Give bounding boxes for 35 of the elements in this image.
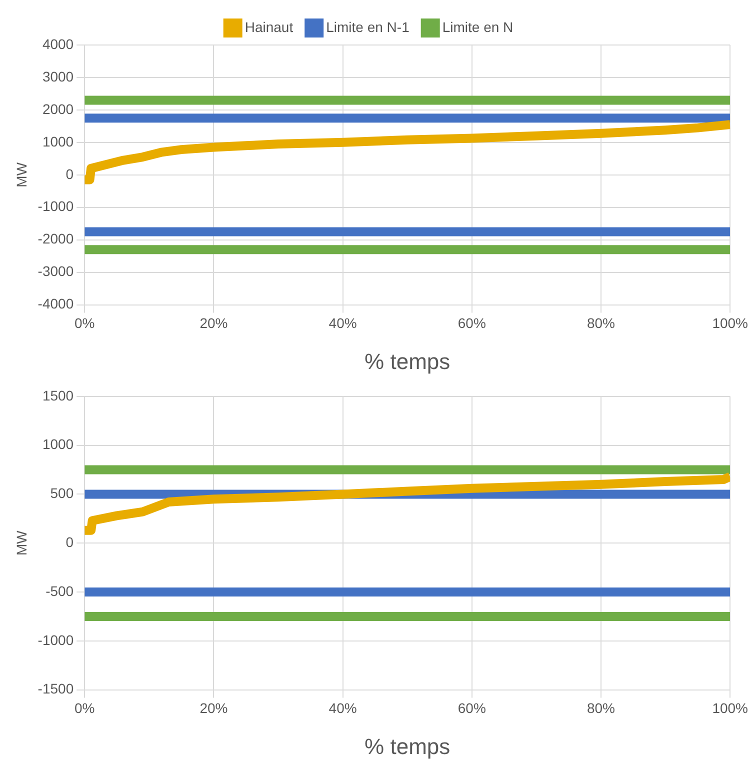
y-tick-label: 3000 <box>42 68 74 84</box>
y-tick-label: -1000 <box>38 632 74 648</box>
y-tick-label: 0 <box>66 166 74 182</box>
y-tick-label: -4000 <box>38 296 74 312</box>
y-tick-label: -1500 <box>38 680 74 697</box>
y-tick-label: 1000 <box>42 133 74 150</box>
x-tick-label: 20% <box>200 315 228 332</box>
y-axis-title: MW <box>13 162 30 188</box>
legend-label: Limite en N-1 <box>326 18 410 35</box>
legend-label: Hainaut <box>244 18 294 35</box>
x-tick-label: 80% <box>586 315 616 332</box>
x-tick-label: 40% <box>328 700 357 716</box>
y-axis-title: MW <box>13 530 30 556</box>
y-tick-label: -500 <box>46 582 74 599</box>
y-tick-label: -2000 <box>38 230 74 247</box>
x-tick-label: 20% <box>200 700 228 716</box>
y-tick-label: 2000 <box>42 100 74 117</box>
y-tick-label: 1000 <box>42 436 74 452</box>
x-axis-title: % temps <box>364 734 450 759</box>
x-tick-label: 40% <box>328 315 357 332</box>
x-tick-label: 0% <box>74 315 95 332</box>
x-axis-title: % temps <box>364 348 450 374</box>
y-tick-label: -3000 <box>38 263 74 280</box>
x-tick-label: 60% <box>458 700 486 716</box>
x-tick-label: 100% <box>712 315 748 332</box>
y-tick-label: 500 <box>50 485 74 502</box>
x-tick-label: 80% <box>586 700 616 716</box>
y-tick-label: -1000 <box>38 198 74 214</box>
x-tick-label: 60% <box>458 315 486 332</box>
x-tick-label: 0% <box>74 700 95 716</box>
x-tick-label: 100% <box>712 700 748 716</box>
y-tick-label: 0 <box>66 534 74 550</box>
y-tick-label: 1500 <box>42 387 74 404</box>
legend-label: Limite en N <box>442 18 514 35</box>
y-tick-label: 4000 <box>42 36 74 52</box>
